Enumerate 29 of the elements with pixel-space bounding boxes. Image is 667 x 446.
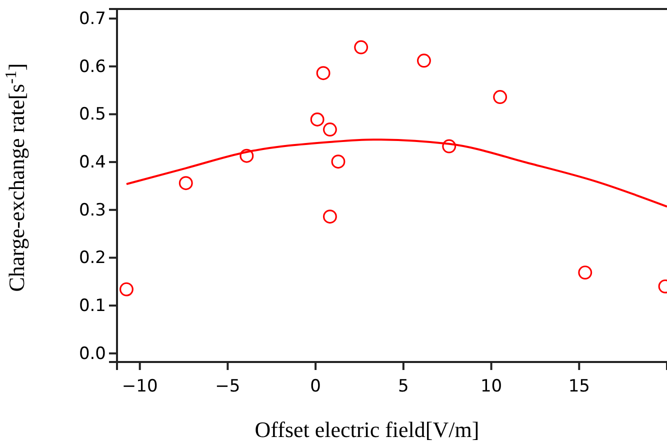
x-tick-label: −10 bbox=[122, 376, 158, 397]
point bbox=[331, 154, 346, 169]
point bbox=[354, 40, 368, 54]
y-tick-label: 0.6 bbox=[78, 56, 106, 77]
y-tick-label: 0.2 bbox=[78, 248, 106, 268]
x-axis-title: Offset electric field[V/m] bbox=[254, 417, 480, 442]
y-tick-label: 0.7 bbox=[78, 9, 106, 30]
point bbox=[120, 282, 134, 296]
point bbox=[322, 122, 337, 137]
point bbox=[178, 176, 193, 190]
point bbox=[316, 66, 330, 80]
point bbox=[493, 90, 508, 104]
point bbox=[240, 148, 254, 163]
point bbox=[442, 139, 456, 154]
y-tick-label: 0.4 bbox=[78, 152, 106, 172]
x-tick-label: 15 bbox=[568, 376, 590, 397]
point bbox=[578, 266, 592, 280]
point bbox=[322, 210, 337, 224]
x-tick-label: −5 bbox=[215, 376, 240, 397]
y-tick-label: 0.3 bbox=[78, 200, 106, 220]
y-tick-label: 0.5 bbox=[78, 104, 106, 125]
x-tick-label: 10 bbox=[480, 376, 502, 397]
y-tick-label: 0.1 bbox=[78, 296, 106, 316]
point bbox=[310, 112, 324, 126]
y-tick-label: 0.0 bbox=[78, 344, 106, 364]
point bbox=[417, 54, 431, 68]
x-tick-label: 5 bbox=[398, 376, 409, 397]
x-tick-label: 0 bbox=[310, 376, 321, 397]
line-series bbox=[125, 138, 667, 208]
